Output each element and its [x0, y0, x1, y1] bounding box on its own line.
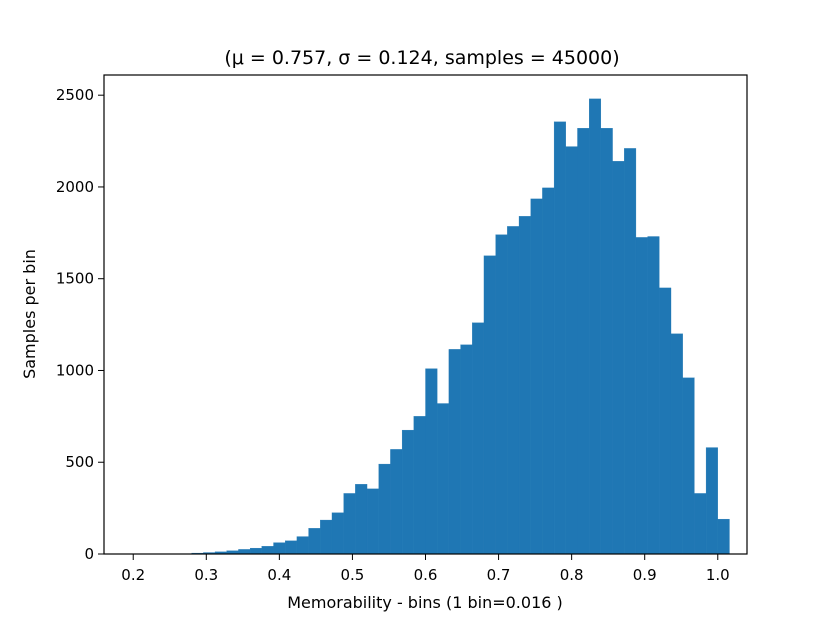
histogram-bar — [261, 546, 274, 555]
histogram-bar — [331, 512, 344, 555]
y-tick-label: 500 — [65, 453, 94, 471]
y-axis: 0 500 1000 1500 2000 2500 — [56, 86, 104, 563]
histogram-bar — [249, 547, 262, 555]
histogram-bar — [448, 349, 461, 555]
x-tick-label: 0.8 — [560, 566, 584, 584]
histogram-bar — [413, 416, 426, 555]
x-tick-label: 1.0 — [706, 566, 730, 584]
chart-title: (μ = 0.757, σ = 0.124, samples = 45000) — [224, 47, 619, 69]
histogram-bar — [542, 187, 555, 555]
histogram-bar — [472, 322, 485, 555]
histogram-bar — [694, 493, 707, 555]
y-tick-label: 2000 — [56, 178, 94, 196]
histogram-bar — [635, 237, 648, 555]
histogram-bar — [366, 488, 379, 555]
histogram-bar — [285, 540, 298, 555]
histogram-bar — [717, 518, 730, 555]
y-tick-label: 1000 — [56, 361, 94, 379]
x-tick-label: 0.7 — [487, 566, 511, 584]
histogram-bar — [425, 368, 438, 555]
histogram-bar — [647, 236, 660, 555]
histogram-bar — [600, 128, 613, 555]
y-tick-label: 2500 — [56, 86, 94, 104]
histogram-bar — [401, 429, 414, 555]
histogram-bar — [296, 536, 309, 555]
histogram-bar — [320, 519, 333, 555]
x-axis-label: Memorability - bins (1 bin=0.016 ) — [287, 593, 563, 612]
x-tick-label: 0.9 — [633, 566, 657, 584]
histogram-bar — [705, 447, 718, 555]
histogram-bar — [308, 528, 321, 555]
histogram-bar — [612, 161, 625, 555]
x-tick-label: 0.4 — [267, 566, 291, 584]
histogram-bar — [682, 377, 695, 555]
histogram-bar — [390, 449, 403, 555]
histogram-bar — [507, 226, 520, 555]
histogram-bar — [343, 493, 356, 555]
histogram-bar — [238, 549, 251, 555]
x-tick-label: 0.6 — [414, 566, 438, 584]
histogram-bar — [460, 344, 473, 555]
histogram-bar — [624, 148, 637, 555]
histogram-bar — [355, 484, 368, 555]
histogram-bar — [483, 255, 496, 555]
y-axis-label: Samples per bin — [20, 249, 39, 379]
histogram-bar — [273, 542, 286, 555]
histogram-bar — [378, 463, 391, 555]
x-tick-label: 0.3 — [194, 566, 218, 584]
y-tick-label: 1500 — [56, 270, 94, 288]
histogram-bar — [530, 198, 543, 555]
histogram-bar — [589, 98, 602, 555]
histogram-bar — [437, 403, 450, 555]
histogram-bar — [670, 333, 683, 555]
x-tick-label: 0.2 — [121, 566, 145, 584]
histogram-bar — [577, 128, 590, 555]
histogram-bar — [659, 287, 672, 555]
histogram-bar — [565, 146, 578, 555]
histogram-bar — [518, 216, 531, 555]
x-tick-label: 0.5 — [341, 566, 365, 584]
bars-group — [179, 98, 730, 555]
y-tick-label: 0 — [84, 545, 94, 563]
histogram-bar — [495, 234, 508, 555]
x-axis: 0.2 0.3 0.4 0.5 0.6 0.7 0.8 0.9 1.0 — [121, 554, 730, 584]
histogram-bar — [553, 121, 566, 555]
